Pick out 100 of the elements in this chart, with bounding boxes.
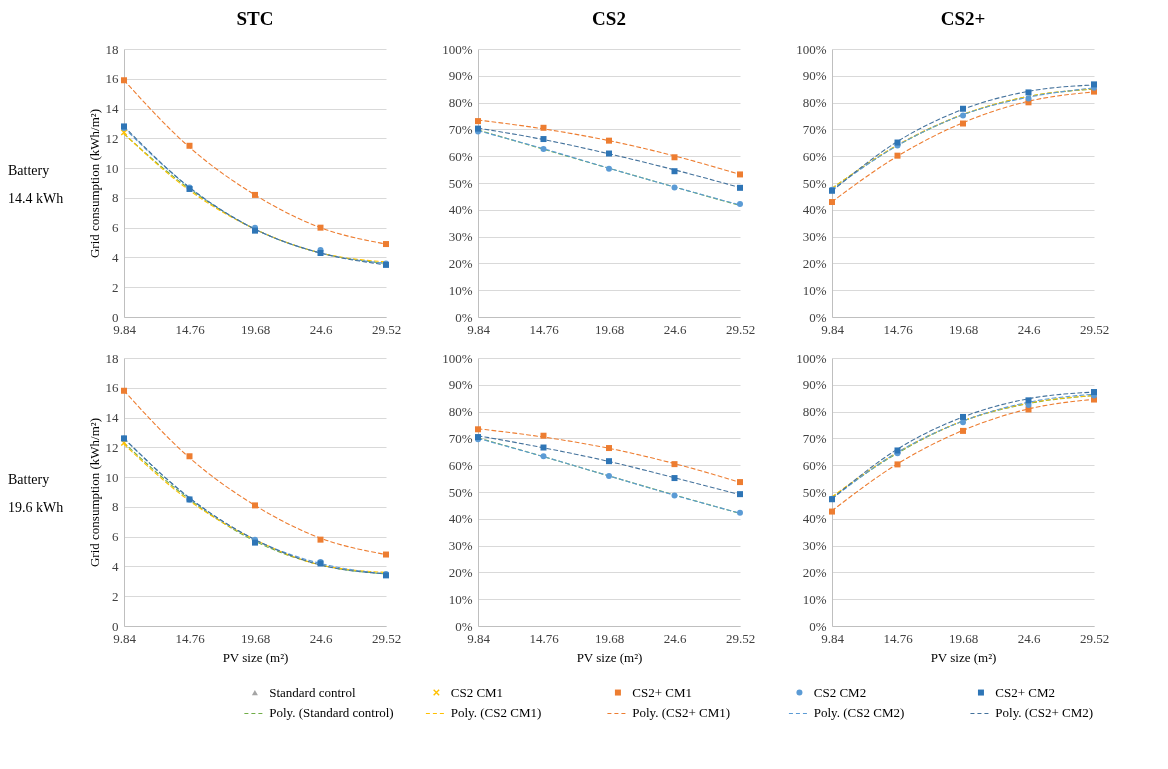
x-tick-label: 14.76: [529, 321, 560, 337]
y-axis-title: Grid consumption (kWh/m²): [86, 108, 102, 259]
y-tick-label: 30%: [448, 229, 473, 245]
x-axis-title: PV size (m²): [930, 649, 997, 665]
text: 14.4 kWh: [8, 191, 64, 206]
text: 19.6 kWh: [8, 500, 64, 515]
y-tick-label: 70%: [802, 430, 827, 446]
y-tick-label: 80%: [802, 404, 827, 420]
x-tick-label: 29.52: [371, 630, 402, 646]
y-tick-label: 90%: [448, 68, 473, 84]
y-tick-label: 2: [112, 279, 119, 295]
x-tick-label: 29.52: [725, 321, 756, 337]
y-tick-label: 12: [105, 130, 119, 146]
y-tick-label: 30%: [802, 538, 827, 554]
y-tick-label: 50%: [448, 484, 473, 500]
y-tick-label: 2: [112, 588, 119, 604]
y-tick-label: 50%: [802, 175, 827, 191]
x-tick-label: 19.68: [240, 630, 271, 646]
y-tick-label: 20%: [802, 255, 827, 271]
y-tick-label: 50%: [802, 484, 827, 500]
y-tick-label: 40%: [802, 202, 827, 218]
y-tick-label: 90%: [802, 68, 827, 84]
x-tick-label: 29.52: [1079, 630, 1110, 646]
x-tick-label: 14.76: [175, 321, 206, 337]
y-tick-label: 60%: [802, 148, 827, 164]
legend-label: Poly. (CS2+ CM1): [632, 705, 731, 721]
legend-label: Poly. (CS2+ CM2): [995, 705, 1094, 721]
legend-label: CS2+ CM2: [995, 684, 1055, 700]
x-tick-label: 19.68: [948, 321, 979, 337]
y-axis-title: Grid consumption (kWh/m²): [86, 417, 102, 568]
legend-label: Poly. (CS2 CM1): [450, 705, 542, 721]
legend-label: CS2 CM1: [450, 684, 504, 700]
y-tick-label: 6: [112, 220, 119, 236]
x-axis-title: PV size (m²): [222, 649, 289, 665]
y-tick-label: 40%: [448, 511, 473, 527]
y-tick-label: 16: [105, 380, 119, 396]
y-tick-label: 100%: [442, 350, 473, 366]
y-tick-label: 4: [112, 249, 119, 265]
x-tick-label: 29.52: [371, 321, 402, 337]
x-tick-label: 14.76: [883, 321, 914, 337]
y-tick-label: 20%: [802, 564, 827, 580]
x-tick-label: 29.52: [725, 630, 756, 646]
y-tick-label: 10%: [448, 282, 473, 298]
y-tick-label: 8: [112, 499, 119, 515]
x-tick-label: 19.68: [594, 321, 625, 337]
y-tick-label: 30%: [802, 229, 827, 245]
y-tick-label: 90%: [448, 377, 473, 393]
y-tick-label: 100%: [442, 41, 473, 57]
legend-label: Standard control: [269, 684, 356, 700]
x-tick-label: 19.68: [594, 630, 625, 646]
y-tick-label: 70%: [448, 121, 473, 137]
y-tick-label: 30%: [448, 538, 473, 554]
y-tick-label: 80%: [448, 95, 473, 111]
text: Battery: [8, 163, 50, 178]
legend-label: CS2 CM2: [813, 684, 867, 700]
y-tick-label: 10: [105, 469, 119, 485]
y-tick-label: 10%: [448, 591, 473, 607]
legend-label: Poly. (CS2 CM2): [813, 705, 905, 721]
y-tick-label: 4: [112, 558, 119, 574]
legend-label: Poly. (Standard control): [269, 705, 394, 721]
y-tick-label: 90%: [802, 377, 827, 393]
x-tick-label: 29.52: [1079, 321, 1110, 337]
y-tick-label: 40%: [448, 202, 473, 218]
x-tick-label: 24.6: [663, 321, 687, 337]
x-tick-label: 14.76: [175, 630, 206, 646]
y-tick-label: 60%: [802, 457, 827, 473]
y-tick-label: 8: [112, 190, 119, 206]
y-tick-label: 18: [105, 350, 119, 366]
y-tick-label: 80%: [802, 95, 827, 111]
chart-title: STC: [236, 8, 274, 29]
y-tick-label: 50%: [448, 175, 473, 191]
y-tick-label: 14: [105, 101, 119, 117]
y-tick-label: 14: [105, 410, 119, 426]
y-tick-label: 20%: [448, 255, 473, 271]
y-tick-label: 100%: [796, 350, 827, 366]
y-tick-label: 16: [105, 71, 119, 87]
y-tick-label: 100%: [796, 41, 827, 57]
y-tick-label: 80%: [448, 404, 473, 420]
x-tick-label: 14.76: [529, 630, 560, 646]
y-tick-label: 12: [105, 439, 119, 455]
legend-label: CS2+ CM1: [632, 684, 692, 700]
y-tick-label: 70%: [802, 121, 827, 137]
x-axis-title: PV size (m²): [576, 649, 643, 665]
y-tick-label: 40%: [802, 511, 827, 527]
y-tick-label: 60%: [448, 457, 473, 473]
chart-title: CS2+: [940, 8, 986, 29]
y-tick-label: 18: [105, 41, 119, 57]
x-tick-label: 19.68: [948, 630, 979, 646]
x-tick-label: 24.6: [1017, 321, 1041, 337]
y-tick-label: 10: [105, 160, 119, 176]
text: Battery: [8, 472, 50, 487]
y-tick-label: 70%: [448, 430, 473, 446]
y-tick-label: 10%: [802, 591, 827, 607]
x-tick-label: 14.76: [883, 630, 914, 646]
x-tick-label: 24.6: [1017, 630, 1041, 646]
y-tick-label: 20%: [448, 564, 473, 580]
x-tick-label: 24.6: [309, 321, 333, 337]
y-tick-label: 6: [112, 529, 119, 545]
y-tick-label: 60%: [448, 148, 473, 164]
chart-title: CS2: [592, 8, 626, 29]
